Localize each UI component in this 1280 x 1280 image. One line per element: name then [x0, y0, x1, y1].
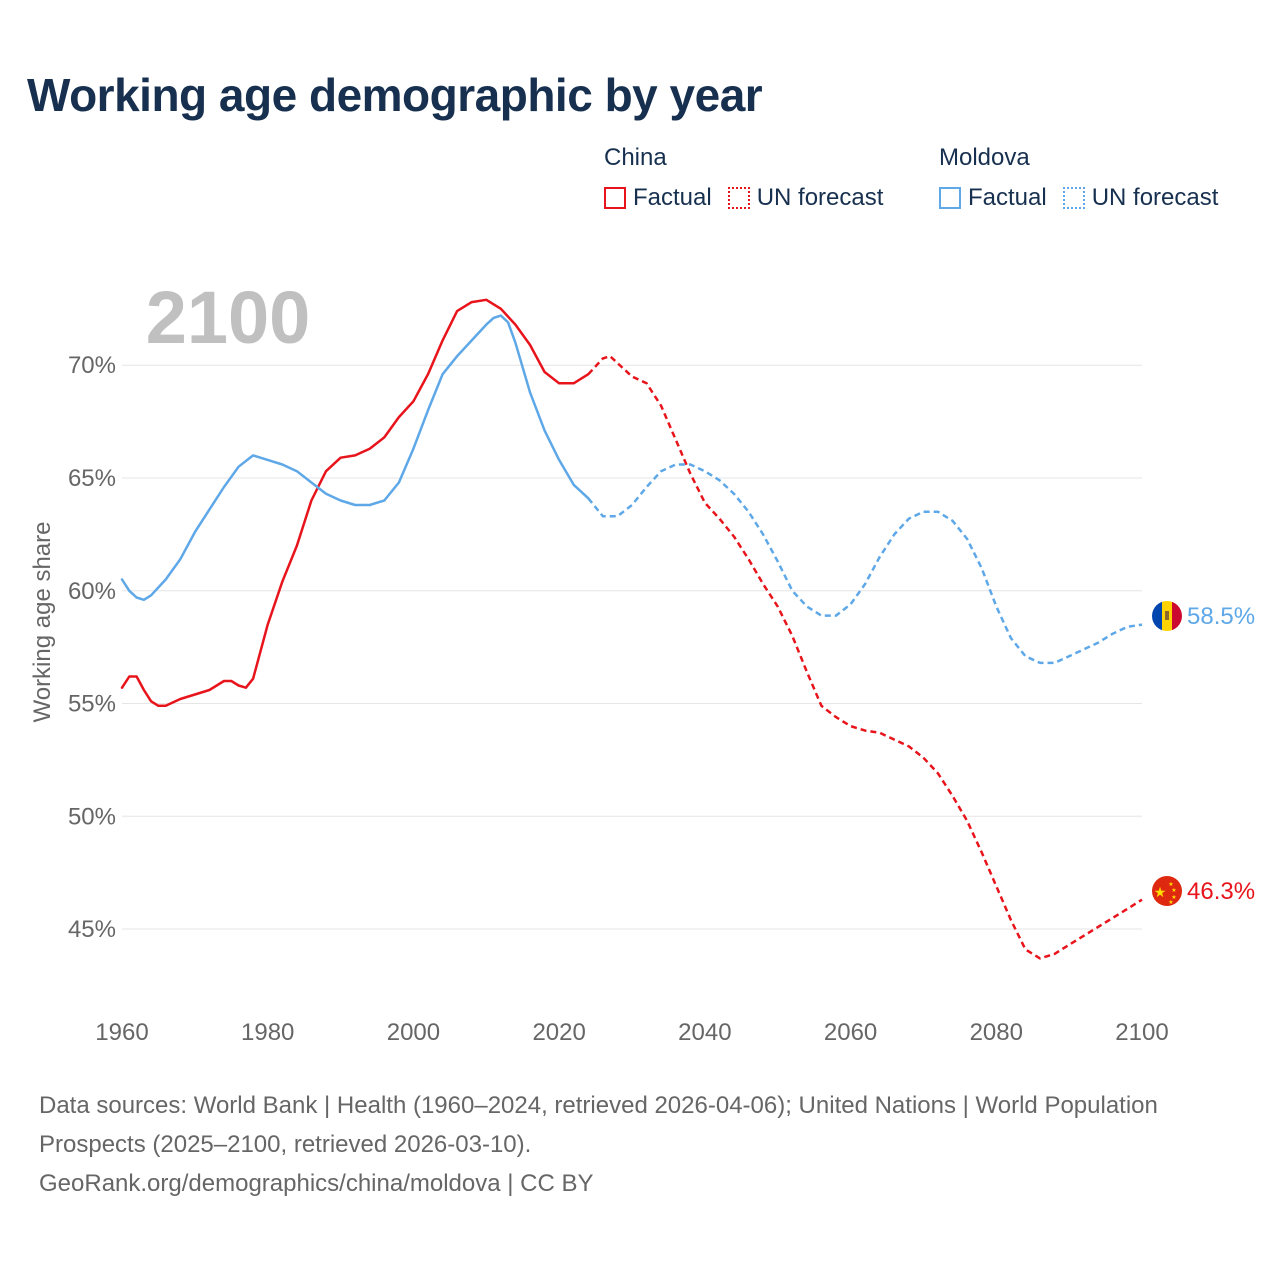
series-lines	[120, 298, 1143, 960]
svg-text:★: ★	[1168, 881, 1173, 888]
legend-label-china-forecast: UN forecast	[756, 184, 884, 211]
x-axis-ticks: 1960 1980 2000 2020 2040 2060 2080 2100	[95, 1019, 1168, 1046]
chart-title: Working age demographic by year	[27, 69, 763, 121]
legend-item-china-factual[interactable]: Factual	[604, 184, 712, 212]
y-tick-label-70: 70%	[68, 352, 116, 379]
series-line-moldova-forecast	[587, 463, 1143, 665]
legend-group-moldova: Moldova Factual UN forecast	[939, 144, 1218, 212]
footer-sources: Data sources: World Bank | Health (1960–…	[39, 1092, 1158, 1158]
svg-text:★: ★	[1171, 894, 1176, 901]
flag-moldova-icon	[1152, 601, 1182, 631]
footer-credit[interactable]: GeoRank.org/demographics/china/moldova |…	[39, 1170, 594, 1197]
y-tick-label-45: 45%	[68, 916, 116, 943]
line-chart: 2100 45% 50% 55% 60% 65% 70% 1960 1980 2000 2020…	[29, 276, 1255, 1046]
x-tick-label-1960: 1960	[95, 1019, 148, 1046]
x-tick-label-2000: 2000	[387, 1019, 440, 1046]
y-tick-label-55: 55%	[68, 691, 116, 718]
legend-item-moldova-forecast[interactable]: UN forecast	[1062, 184, 1219, 212]
legend-item-china-forecast[interactable]: UN forecast	[727, 184, 884, 212]
x-tick-label-1980: 1980	[241, 1019, 294, 1046]
x-tick-label-2020: 2020	[532, 1019, 585, 1046]
svg-text:★: ★	[1168, 899, 1173, 906]
legend-country-moldova: Moldova	[939, 144, 1030, 171]
y-tick-label-65: 65%	[68, 465, 116, 492]
y-axis-label: Working age share	[29, 522, 56, 723]
y-axis-ticks: 45% 50% 55% 60% 65% 70%	[68, 352, 116, 943]
year-watermark: 2100	[146, 276, 311, 359]
legend-country-china: China	[604, 144, 667, 171]
legend-label-moldova-factual: Factual	[968, 184, 1047, 211]
x-tick-label-2080: 2080	[970, 1019, 1023, 1046]
series-line-china-forecast	[587, 354, 1143, 960]
legend-swatch-china-forecast	[727, 187, 750, 209]
series-line-moldova-factual	[120, 314, 590, 602]
x-tick-label-2100: 2100	[1115, 1019, 1168, 1046]
legend-swatch-moldova-factual	[939, 187, 961, 209]
legend-label-china-factual: Factual	[633, 184, 712, 211]
y-tick-label-50: 50%	[68, 803, 116, 830]
x-tick-label-2040: 2040	[678, 1019, 731, 1046]
legend-swatch-moldova-forecast	[1062, 187, 1085, 209]
end-label-moldova: 58.5%	[1187, 603, 1255, 630]
footer: Data sources: World Bank | Health (1960–…	[39, 1086, 1219, 1203]
flag-china-icon: ★ ★ ★ ★ ★	[1152, 876, 1182, 906]
end-label-china: 46.3%	[1187, 878, 1255, 905]
y-tick-label-60: 60%	[68, 578, 116, 605]
gridlines	[122, 364, 1142, 930]
series-line-china-factual	[120, 298, 590, 708]
legend-label-moldova-forecast: UN forecast	[1091, 184, 1219, 211]
svg-text:★: ★	[1171, 887, 1176, 894]
x-tick-label-2060: 2060	[824, 1019, 877, 1046]
legend-group-china: China Factual UN forecast	[604, 144, 883, 212]
legend-swatch-china-factual	[604, 187, 626, 209]
svg-text:★: ★	[1154, 885, 1167, 901]
legend-item-moldova-factual[interactable]: Factual	[939, 184, 1047, 212]
